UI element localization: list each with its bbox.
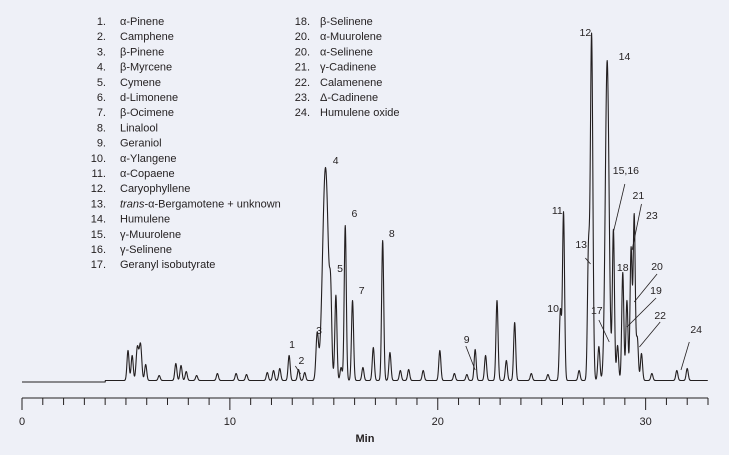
- legend-number: 17.: [91, 259, 106, 271]
- peak-label: 17: [591, 305, 603, 317]
- peak-leader-line: [626, 297, 657, 328]
- legend-label: Calamenene: [320, 77, 382, 89]
- peak-label: 8: [389, 228, 395, 240]
- legend-number: 6.: [97, 92, 106, 104]
- legend-label: γ-Muurolene: [120, 229, 181, 241]
- peak-label: 18: [617, 262, 629, 274]
- legend-number: 4.: [97, 62, 106, 74]
- peak-leader-line: [598, 319, 610, 343]
- peak-label: 15,16: [613, 165, 639, 177]
- peak-label: 5: [337, 263, 343, 275]
- legend-number: 18.: [295, 16, 310, 28]
- peak-label: 20: [651, 261, 663, 273]
- legend-label: β-Myrcene: [120, 62, 172, 74]
- compound-legend: 1. α-Pinene 2. Camphene 3. β-Pinene 4. β-Myrcen…: [91, 16, 400, 271]
- legend-label: α-Muurolene: [320, 31, 382, 43]
- legend-label: β-Pinene: [120, 46, 164, 58]
- peak-label: 10: [547, 303, 559, 315]
- legend-number: 1.: [97, 16, 106, 28]
- peak-label: 4: [333, 155, 339, 167]
- x-axis-title: Min: [356, 433, 375, 445]
- legend-label: Linalool: [120, 122, 158, 134]
- peak-label: 11: [552, 205, 563, 217]
- peak-label: 1: [289, 339, 295, 351]
- legend-number: 16.: [91, 244, 106, 256]
- peak-label: 24: [690, 324, 702, 336]
- legend-number: 20.: [295, 31, 310, 43]
- legend-label: γ-Selinene: [120, 244, 172, 256]
- legend-label: trans-α-Bergamotene + unknown: [120, 198, 281, 210]
- legend-label: γ-Cadinene: [320, 62, 376, 74]
- legend-number: 15.: [91, 229, 106, 241]
- peak-label: 21: [633, 190, 645, 202]
- legend-label: β-Selinene: [320, 16, 373, 28]
- legend-number: 11.: [92, 168, 106, 180]
- legend-label: d-Limonene: [120, 92, 178, 104]
- peak-label: 23: [646, 210, 658, 222]
- x-tick-label: 20: [432, 416, 444, 428]
- peak-label: 22: [654, 310, 666, 322]
- legend-label: α-Selinene: [320, 46, 373, 58]
- x-axis: 0 10 20 30: [19, 397, 709, 428]
- peak-label: 2: [298, 355, 304, 367]
- peak-label: 9: [464, 334, 470, 346]
- legend-number: 13.: [91, 198, 106, 210]
- peak-label: 12: [580, 27, 592, 39]
- legend-label: Cymene: [120, 77, 161, 89]
- peak-label: 19: [650, 285, 662, 297]
- legend-number: 5.: [97, 77, 106, 89]
- legend-label: β-Ocimene: [120, 107, 174, 119]
- legend-label: α-Pinene: [120, 16, 164, 28]
- legend-number: 22.: [295, 77, 310, 89]
- peak-leader-line: [639, 321, 661, 348]
- legend-number: 12.: [91, 183, 106, 195]
- x-tick-label: 10: [224, 416, 236, 428]
- peak-label: 7: [359, 285, 365, 297]
- legend-number: 9.: [97, 138, 106, 150]
- legend-number: 14.: [91, 214, 106, 226]
- legend-number: 7.: [97, 107, 106, 119]
- legend-label: Geranyl isobutyrate: [120, 259, 215, 271]
- peak-leader-line: [631, 203, 642, 251]
- peak-label: 3: [316, 325, 322, 337]
- legend-number: 24.: [295, 107, 310, 119]
- legend-label: Δ-Cadinene: [320, 92, 378, 104]
- legend-label: α-Copaene: [120, 168, 175, 180]
- peak-leader-line: [633, 273, 658, 303]
- legend-label: Humulene oxide: [320, 107, 400, 119]
- legend-number: 21.: [295, 62, 310, 74]
- legend-number: 10.: [91, 153, 106, 165]
- peak-leader-line: [613, 183, 626, 233]
- legend-label: Humulene: [120, 214, 170, 226]
- legend-number: 20.: [295, 46, 310, 58]
- peak-leader-line: [465, 345, 476, 371]
- legend-number: 23.: [295, 92, 310, 104]
- x-tick-label: 0: [19, 416, 25, 428]
- peak-leader-line: [585, 257, 591, 265]
- peak-label: 14: [619, 51, 631, 63]
- legend-number: 8.: [97, 122, 106, 134]
- chromatogram-trace: [21, 32, 709, 383]
- legend-label: α-Ylangene: [120, 153, 177, 165]
- legend-label: Geraniol: [120, 138, 162, 150]
- legend-number: 2.: [97, 31, 106, 43]
- legend-label: Caryophyllene: [120, 183, 190, 195]
- legend-number: 3.: [97, 46, 106, 58]
- x-tick-label: 30: [640, 416, 652, 428]
- peak-label: 6: [351, 208, 357, 220]
- peak-label: 13: [575, 239, 587, 251]
- peak-leader-line: [295, 365, 301, 375]
- peak-leader-line: [680, 341, 690, 371]
- legend-label: Camphene: [120, 31, 174, 43]
